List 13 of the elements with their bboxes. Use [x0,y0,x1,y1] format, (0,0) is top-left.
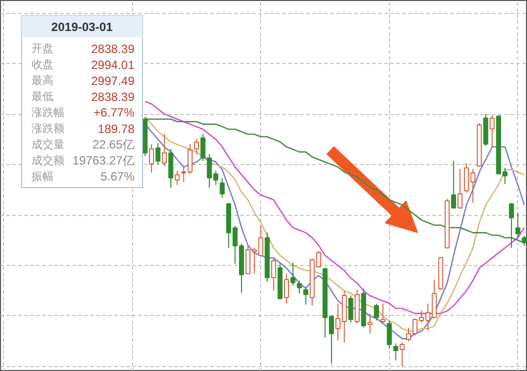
text: 涨跌额 189.78 [32,122,134,136]
text: 最高 2997.49 [32,74,135,88]
candlestick [149,144,154,174]
text: 开盘 2838.39 [32,42,135,56]
text: 涨跌幅 +6.77% [32,106,135,120]
text: 收盘 2994.01 [32,58,135,72]
text: 振幅 5.67% [32,170,135,184]
text: 2019-03-01 [51,20,114,34]
annotation: 成交额 19763.27亿 [32,154,135,168]
candlestick [284,273,289,304]
text: 最低 2838.39 [32,90,135,104]
candlestick [368,313,373,334]
text: 成交量 22.65亿 [32,138,134,152]
